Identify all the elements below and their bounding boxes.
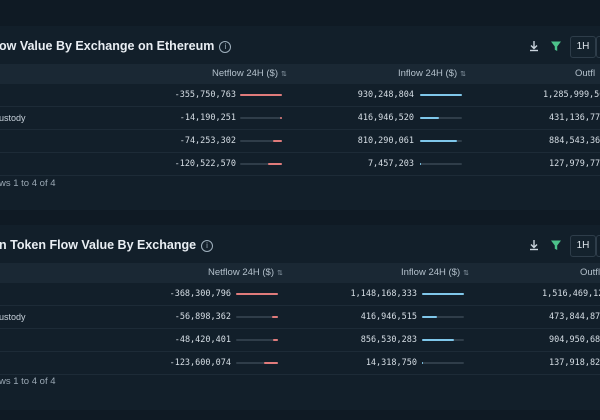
download-icon[interactable] [526,38,542,54]
inflow-bar-fill [422,316,438,318]
table-row[interactable]: ustody -14,190,251 416,946,520 431,136,7… [0,107,600,130]
column-header-outflow[interactable]: Outfl [575,68,596,79]
netflow-value: -120,522,570 [174,159,236,169]
table-header: Netflow 24H ($) ⇅ Inflow 24H ($) ⇅ Outfl [0,263,600,283]
netflow-value: -123,600,074 [169,358,231,368]
token-flow-panel: n Token Flow Value By Exchange i 1H Netfl… [0,225,600,410]
inflow-value: 810,290,061 [357,136,414,146]
netflow-bar [240,117,282,119]
table-row[interactable]: -74,253,302 810,290,061 884,543,36 [0,130,600,153]
netflow-bar-fill [267,163,282,165]
netflow-value: -74,253,302 [179,136,236,146]
inflow-value: 14,318,750 [365,358,417,368]
inflow-bar [422,316,464,318]
netflow-bar-fill [236,293,278,295]
netflow-bar-fill [273,140,282,142]
netflow-bar [236,293,278,295]
netflow-bar-fill [240,94,282,96]
filter-icon[interactable] [548,237,564,253]
inflow-bar-fill [420,140,457,142]
inflow-bar-fill [422,339,454,341]
sort-icon[interactable]: ⇅ [463,270,470,277]
netflow-bar [240,140,282,142]
netflow-value: -48,420,401 [174,335,231,345]
netflow-value: -355,750,763 [174,90,236,100]
next-control-edge[interactable] [596,36,600,58]
inflow-bar [420,140,462,142]
inflow-bar-fill [420,94,462,96]
column-header-netflow[interactable]: Netflow 24H ($) ⇅ [212,68,287,79]
inflow-value: 416,946,520 [357,113,414,123]
netflow-bar [240,94,282,96]
table-row[interactable]: -355,750,763 930,248,804 1,285,999,56 [0,84,600,107]
inflow-bar [420,163,462,165]
inflow-bar [422,362,464,364]
netflow-bar-fill [271,316,278,318]
inflow-value: 7,457,203 [367,159,414,169]
netflow-value: -14,190,251 [179,113,236,123]
netflow-bar-fill [272,339,278,341]
table-row[interactable]: ustody -56,898,362 416,946,515 473,844,8… [0,306,600,329]
column-header-inflow[interactable]: Inflow 24H ($) ⇅ [398,68,467,79]
time-range-button[interactable]: 1H [570,235,596,257]
exchange-name: ustody [0,113,26,123]
netflow-bar [240,163,282,165]
inflow-bar-fill [422,293,464,295]
pagination-summary: ws 1 to 4 of 4 [0,376,56,387]
inflow-bar [422,293,464,295]
time-range-button[interactable]: 1H [570,36,596,58]
netflow-bar-fill [263,362,278,364]
exchange-name: ustody [0,312,26,322]
outflow-value: 884,543,36 [549,136,600,146]
sort-icon[interactable]: ⇅ [460,71,467,78]
netflow-bar-fill [280,117,282,119]
panel-title: n Token Flow Value By Exchange i [0,238,214,252]
inflow-value: 930,248,804 [357,90,414,100]
table-row[interactable]: -120,522,570 7,457,203 127,979,77 [0,153,600,176]
panel-title: ow Value By Exchange on Ethereum i [0,39,232,53]
sort-icon[interactable]: ⇅ [277,270,283,277]
outflow-value: 137,918,82 [549,358,600,368]
outflow-value: 1,516,469,12 [542,289,600,299]
sort-icon[interactable]: ⇅ [281,71,287,78]
info-icon[interactable]: i [219,41,232,53]
netflow-ethereum-panel: ow Value By Exchange on Ethereum i 1H Net… [0,26,600,210]
netflow-bar [236,339,278,341]
inflow-value: 1,148,168,333 [350,289,417,299]
table-row[interactable]: -48,420,401 856,530,283 904,950,68 [0,329,600,352]
next-control-edge[interactable] [596,235,600,257]
netflow-bar [236,362,278,364]
info-icon[interactable]: i [201,240,214,252]
filter-icon[interactable] [548,38,564,54]
inflow-bar [420,94,462,96]
inflow-value: 416,946,515 [360,312,417,322]
netflow-value: -56,898,362 [174,312,231,322]
download-icon[interactable] [526,237,542,253]
column-header-inflow[interactable]: Inflow 24H ($) ⇅ [401,267,470,278]
pagination-summary: ws 1 to 4 of 4 [0,178,56,189]
netflow-bar [236,316,278,318]
table-header: Netflow 24H ($) ⇅ Inflow 24H ($) ⇅ Outfl [0,64,600,84]
outflow-value: 431,136,77 [549,113,600,123]
inflow-bar-fill [420,117,439,119]
netflow-value: -368,300,796 [169,289,231,299]
inflow-value: 856,530,283 [360,335,417,345]
table-row[interactable]: -368,300,796 1,148,168,333 1,516,469,12 [0,283,600,306]
table-row[interactable]: -123,600,074 14,318,750 137,918,82 [0,352,600,375]
column-header-outflow[interactable]: Outfl [580,267,600,278]
outflow-value: 473,844,87 [549,312,600,322]
inflow-bar [422,339,464,341]
inflow-bar [420,117,462,119]
outflow-value: 127,979,77 [549,159,600,169]
column-header-netflow[interactable]: Netflow 24H ($) ⇅ [208,267,283,278]
outflow-value: 904,950,68 [549,335,600,345]
outflow-value: 1,285,999,56 [543,90,600,100]
